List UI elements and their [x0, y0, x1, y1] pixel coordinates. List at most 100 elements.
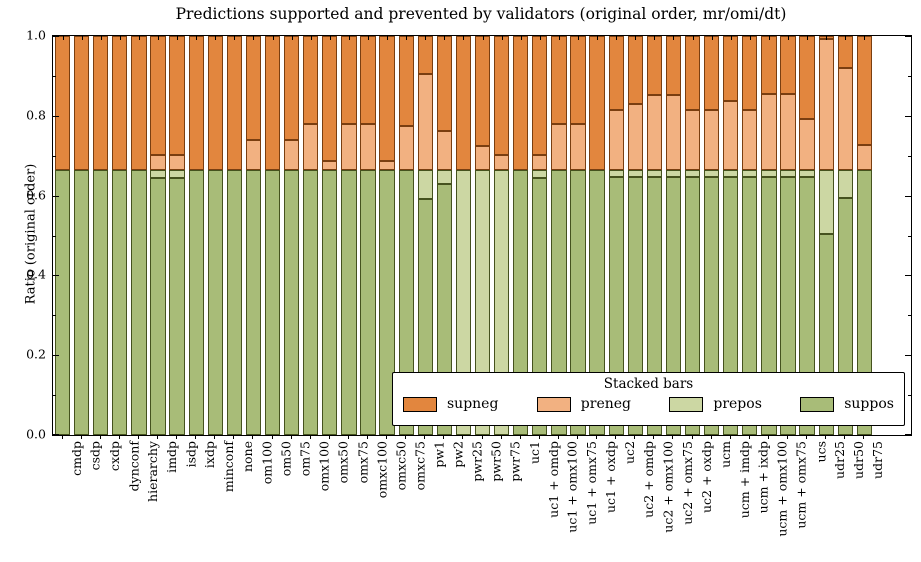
bar-segment-suppos-ucm + imdp [723, 176, 739, 435]
bar-segment-suppos-isdp [169, 178, 185, 435]
x-tick-bottom [157, 435, 158, 439]
y-minor-tick [908, 75, 911, 77]
bar-segment-preneg-omxc75 [398, 125, 414, 170]
bar-segment-prepos-pw1 [417, 169, 433, 200]
x-tick-bottom [462, 435, 464, 439]
y-tick-label-0.8: 0.8 [26, 107, 46, 123]
bar-segment-suppos-uc2 + omdp [627, 176, 643, 435]
x-tick-top [119, 36, 121, 40]
x-tick-bottom [729, 435, 731, 439]
bar-segment-preneg-omxc100 [360, 124, 376, 170]
bar-segment-suppos-uc1 + omx75 [570, 169, 586, 435]
x-tick-label-uc2 + omx75: uc2 + omx75 [679, 441, 695, 525]
legend-swatch-preneg [536, 396, 571, 412]
x-tick-label-uc2: uc2 [622, 441, 638, 465]
legend-entry-preneg: preneg [536, 396, 631, 412]
x-tick-top [558, 36, 560, 40]
x-tick-bottom [443, 435, 445, 439]
bar-segment-preneg-uc2 + omx100 [646, 95, 662, 170]
y-tick [905, 275, 911, 277]
bar-segment-preneg-pw1 [417, 73, 433, 170]
bar-segment-prepos-ucs [799, 169, 815, 177]
x-tick-bottom [557, 435, 559, 439]
legend-label-suppos: suppos [844, 396, 894, 412]
y-tick [905, 115, 911, 117]
x-tick-bottom [61, 435, 63, 439]
legend-swatch-suppos [800, 396, 835, 412]
bar-segment-supneg-isdp [169, 36, 185, 155]
x-tick-label-omx100: omx100 [316, 441, 332, 492]
bar-segment-supneg-uc2 [608, 36, 624, 111]
bar-segment-suppos-minconf [207, 169, 223, 435]
x-tick-label-ucs: ucs [813, 441, 829, 463]
x-tick-bottom [844, 435, 846, 439]
x-tick-bottom [634, 435, 636, 439]
bar-segment-supneg-ucm [703, 36, 720, 111]
x-tick-label-om100: om100 [259, 441, 275, 485]
x-tick-label-pwr25: pwr25 [469, 441, 485, 482]
bar-segment-prepos-isdp [169, 169, 185, 179]
x-tick-top [253, 36, 255, 40]
x-tick-top [711, 36, 713, 40]
x-tick-bottom [538, 435, 540, 439]
bar-segment-prepos-ucm [703, 169, 720, 177]
legend-title: Stacked bars [603, 376, 694, 392]
bar-segment-preneg-ucm + omx100 [761, 94, 777, 170]
bar-segment-prepos-pwr50 [474, 169, 491, 435]
y-tick [905, 355, 911, 357]
x-tick-bottom [615, 435, 617, 439]
bar-segment-suppos-om50 [264, 169, 281, 435]
x-tick-bottom [80, 435, 82, 439]
bar-segment-preneg-pwr50 [474, 146, 491, 170]
bar-segment-supneg-csdp [73, 36, 90, 170]
bar-segment-supneg-uc1 + omx100 [551, 36, 567, 125]
bar-segment-suppos-uc2 + oxdp [684, 176, 701, 435]
x-tick-bottom [366, 435, 368, 439]
x-tick-label-minconf: minconf [221, 441, 237, 493]
x-tick-top [367, 36, 369, 40]
bar-segment-prepos-pwr75 [493, 169, 510, 435]
bar-segment-preneg-uc1 + omdp [532, 154, 548, 170]
y-minor-tick [53, 155, 56, 157]
x-tick-label-cxdp: cxdp [106, 441, 122, 472]
bar-segment-suppos-omx75 [341, 169, 357, 435]
x-tick-label-udr50: udr50 [851, 441, 867, 479]
bar-segment-supneg-om100 [245, 36, 262, 140]
x-tick-top [81, 36, 83, 40]
x-tick-top [597, 36, 599, 40]
y-tick-label-1.0: 1.0 [26, 27, 46, 43]
x-tick-top [406, 36, 408, 40]
x-tick-top [463, 36, 465, 40]
x-tick-top [730, 36, 732, 40]
x-tick-label-uc2 + oxdp: uc2 + oxdp [698, 441, 714, 514]
bar-segment-supneg-uc1 + omdp [532, 36, 548, 155]
x-tick-label-ucm + omx75: ucm + omx75 [793, 441, 809, 529]
bar-segment-supneg-om50 [264, 36, 281, 170]
x-tick-top [577, 36, 579, 40]
bar-segment-prepos-uc1 + omdp [532, 169, 548, 179]
x-tick-top [234, 36, 236, 40]
x-tick-top [787, 36, 789, 40]
legend-swatch-prepos [669, 396, 704, 412]
x-tick-top [807, 36, 809, 40]
bar-segment-supneg-omxc100 [360, 36, 376, 125]
legend-swatch-supneg [403, 396, 437, 412]
bar-segment-preneg-om75 [283, 139, 300, 170]
x-tick-top [62, 36, 64, 40]
x-tick-top [749, 36, 751, 40]
y-tick [905, 36, 911, 37]
bar-segment-suppos-om100 [245, 169, 262, 435]
bar-segment-supneg-omx50 [322, 36, 338, 161]
x-tick-label-omx75: omx75 [354, 441, 370, 484]
bar-segment-suppos-dynconf [112, 169, 128, 435]
bar-segment-prepos-uc2 + omdp [627, 169, 643, 177]
bar-segment-preneg-uc2 [608, 110, 624, 170]
bar-segment-preneg-uc2 + omdp [627, 104, 643, 170]
bar-segment-prepos-uc2 + omx100 [646, 169, 662, 177]
bar-segment-prepos-ucm + omx100 [761, 169, 777, 177]
y-minor-tick [53, 395, 56, 397]
legend-entry-prepos: prepos [669, 396, 762, 412]
x-tick-label-dynconf: dynconf [125, 441, 141, 492]
x-tick-label-omxc50: omxc50 [393, 441, 409, 491]
